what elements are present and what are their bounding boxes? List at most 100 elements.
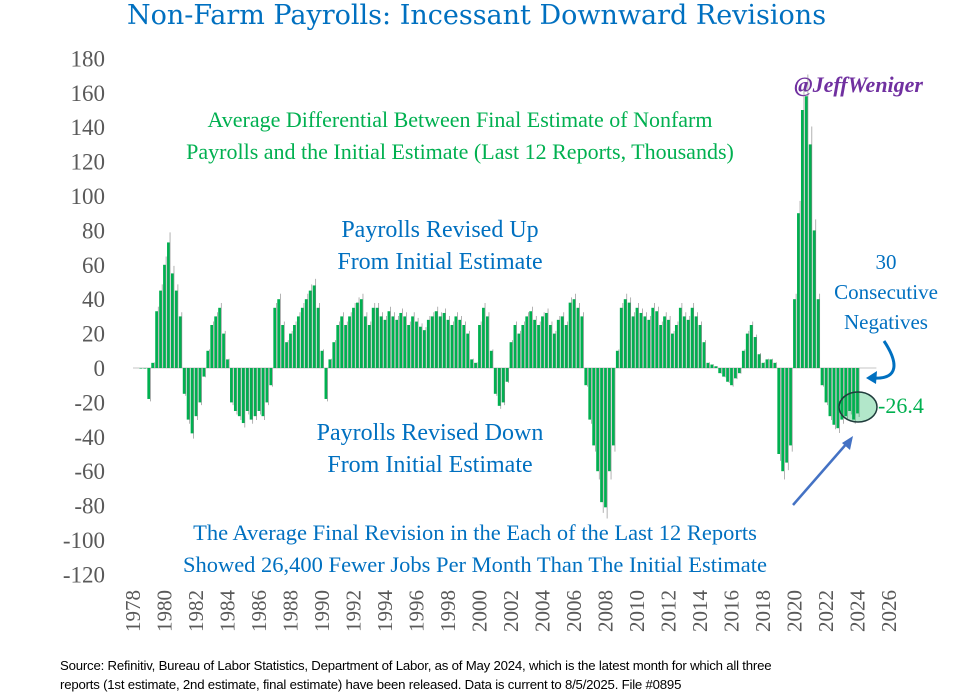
bar [222,333,225,368]
bars [139,74,860,519]
bar [324,368,328,399]
revised-up-label: Payrolls Revised Up From Initial Estimat… [290,214,590,278]
bar [202,368,206,377]
bar [403,316,407,368]
bar [548,325,552,368]
bar [493,368,497,394]
bar [749,325,753,368]
revised-down-line-1: Payrolls Revised Down [316,420,544,446]
bar [304,299,308,368]
bar [194,368,198,417]
latest-value-label: -26.4 [878,393,924,418]
y-tick-label: -60 [74,459,105,484]
bar [793,299,796,368]
y-tick-label: 60 [82,253,105,278]
source-footnote: Source: Refinitiv, Bureau of Labor Stati… [60,656,940,694]
bar [230,368,233,403]
bar [269,368,273,386]
bar [812,230,816,368]
bar [517,333,521,368]
bar [466,333,470,368]
bar [737,368,741,374]
bar [296,316,300,368]
bar [249,368,253,420]
bar [726,368,729,382]
bar [462,325,466,368]
bar [702,342,706,368]
y-tick-label: 20 [82,322,105,347]
bar [426,319,430,368]
x-tick-label: 2026 [877,590,901,632]
bar [651,307,655,368]
consecutive-line-1: 30 [875,250,897,274]
bar [371,307,375,368]
bar [753,337,757,368]
author-handle: @JeffWeniger [794,72,923,97]
revised-down-label: Payrolls Revised Down From Initial Estim… [270,417,590,481]
footnote-line-1: Source: Refinitiv, Bureau of Labor Stati… [60,658,772,673]
bar [623,299,627,368]
bar [572,299,576,368]
bar [485,316,489,368]
bar [560,316,564,368]
bar [320,350,324,368]
bar [600,368,603,503]
bar [584,368,588,386]
bar [804,96,808,369]
bar [450,325,454,368]
curved-arrowhead-icon [866,371,877,384]
bar [741,350,745,368]
bar [308,290,312,368]
revised-up-line-1: Payrolls Revised Up [341,217,539,243]
x-tick-label: 2006 [562,590,586,632]
bar [226,359,229,368]
x-tick-label: 1990 [310,590,334,632]
bar [273,307,277,368]
x-tick-label: 1992 [342,590,366,632]
bar [293,325,296,368]
bar [722,368,726,377]
bar [289,333,292,368]
bar [214,316,218,368]
footnote-line-2: reports (1st estimate, 2nd estimate, fin… [60,677,682,692]
bar [678,307,682,368]
x-tick-label: 2014 [688,590,712,633]
bar [336,325,340,368]
bar [458,319,462,368]
bar [667,319,670,368]
x-tick-label: 2012 [657,590,681,632]
x-tick-label: 2022 [814,590,838,632]
bar [206,350,210,368]
bar [454,316,458,368]
bar [568,302,572,368]
bar [356,302,359,368]
bar [576,307,580,368]
bar [277,299,281,368]
bar [690,307,694,368]
bar [407,325,411,368]
bar [529,311,533,368]
subtitle-line-1: Average Differential Between Final Estim… [207,107,713,132]
latest-value-highlight-ellipse [838,391,878,423]
bar [174,290,178,368]
bar [537,325,540,368]
x-tick-label: 1996 [405,590,429,632]
x-tick-label: 2002 [499,590,523,632]
curved-arrow-icon [871,340,896,380]
y-tick-label: -40 [74,425,105,450]
chart-title: Non-Farm Payrolls: Incessant Downward Re… [126,0,827,31]
bar [611,368,615,446]
bar [245,368,249,411]
bar [316,307,320,368]
bar [312,285,316,368]
bar [564,325,568,368]
consecutive-line-3: Negatives [844,310,928,334]
x-tick-label: 1986 [247,590,271,632]
y-tick-label: 0 [94,356,106,381]
bar [552,333,556,368]
x-tick-label: 2016 [720,590,744,632]
bar [383,319,387,368]
consecutive-negatives-label: 30 Consecutive Negatives [816,247,953,337]
bar [580,316,584,368]
bar [363,316,367,368]
